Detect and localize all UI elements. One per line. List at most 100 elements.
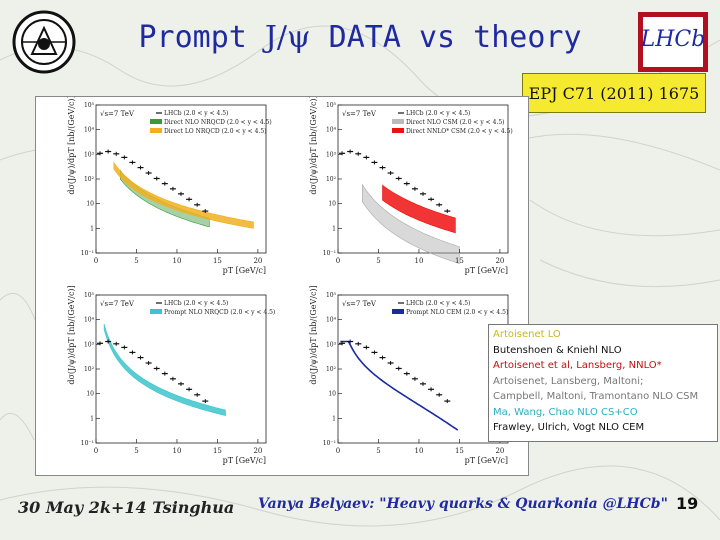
y-tick-label: 10⁻¹ xyxy=(323,250,336,257)
theory-band xyxy=(103,323,226,416)
y-tick-label: 10⁵ xyxy=(84,102,95,109)
y-tick-label: 10⁴ xyxy=(84,317,95,324)
x-tick-label: 5 xyxy=(376,447,380,455)
panel-frame xyxy=(95,294,267,444)
theory-curve xyxy=(340,340,459,431)
x-tick-label: 10 xyxy=(172,257,181,265)
y-tick-label: 10³ xyxy=(326,341,337,348)
y-tick-label: 10 xyxy=(328,201,336,208)
y-tick-label: 10 xyxy=(86,201,94,208)
legend-entry: Prompt NLO NRQCD (2.0 < y < 4.5) xyxy=(164,309,275,316)
y-tick-label: 10⁵ xyxy=(326,292,337,299)
footer-date: 30 May 2k+14 Tsinghua xyxy=(18,498,235,517)
legend-entry: LHCb (2.0 < y < 4.5) xyxy=(406,300,470,307)
y-tick-label: 10³ xyxy=(84,151,95,158)
lhcb-logo: LHCb xyxy=(638,12,708,72)
x-tick-label: 5 xyxy=(134,257,138,265)
x-tick-label: 10 xyxy=(414,257,423,265)
y-tick-label: 10² xyxy=(84,366,95,373)
legend-entry: Direct LO NRQCD (2.0 < y < 4.5) xyxy=(164,128,266,135)
x-tick-label: 20 xyxy=(253,257,262,265)
x-tick-label: 15 xyxy=(455,447,464,455)
y-tick-label: 10⁵ xyxy=(326,102,337,109)
energy-label: √s=7 TeV xyxy=(342,300,377,308)
y-tick-label: 10³ xyxy=(326,151,337,158)
footer-author: Vanya Belyaev: "Heavy quarks & Quarkonia… xyxy=(258,496,668,512)
y-tick-label: 10 xyxy=(86,391,94,398)
x-tick-label: 5 xyxy=(376,257,380,265)
theory-legend: Artoisenet LO Butenshoen & Kniehl NLO Arto… xyxy=(488,324,718,442)
y-tick-label: 10⁻¹ xyxy=(81,440,94,447)
page-number: 19 xyxy=(676,494,699,513)
lhcb-logo-text: LHCb xyxy=(640,27,706,52)
y-tick-label: 10² xyxy=(326,176,337,183)
legend-swatch xyxy=(150,128,162,133)
x-tick-label: 5 xyxy=(134,447,138,455)
x-tick-label: 20 xyxy=(253,447,262,455)
legend-entry: Direct NNLO* CSM (2.0 < y < 4.5) xyxy=(406,128,513,135)
theory-legend-item: Artoisenet et al, Lansberg, NNLO* xyxy=(493,360,662,371)
legend-entry: Direct NLO CSM (2.0 < y < 4.5) xyxy=(406,119,504,126)
legend-swatch xyxy=(150,309,162,314)
x-tick-label: 0 xyxy=(336,447,340,455)
legend-swatch xyxy=(392,119,404,124)
x-tick-label: 15 xyxy=(213,257,222,265)
x-axis-label: pT [GeV/c] xyxy=(465,266,508,275)
legend-swatch xyxy=(150,119,162,124)
x-tick-label: 15 xyxy=(455,257,464,265)
x-tick-label: 20 xyxy=(495,257,504,265)
y-axis-label: dσ(J/ψ)/dpT [nb/(GeV/c)] xyxy=(67,96,76,195)
theory-band xyxy=(113,161,254,229)
legend-entry: LHCb (2.0 < y < 4.5) xyxy=(164,300,228,307)
theory-legend-item: Artoisenet, Lansberg, Maltoni; xyxy=(493,375,644,387)
legend-swatch xyxy=(392,309,404,314)
legend-entry: Direct NLO NRQCD (2.0 < y < 4.5) xyxy=(164,119,272,126)
theory-legend-item: Campbell, Maltoni, Tramontano NLO CSM xyxy=(493,391,699,402)
y-tick-label: 10 xyxy=(328,391,336,398)
legend-swatch xyxy=(392,128,404,133)
x-tick-label: 10 xyxy=(414,447,423,455)
y-tick-label: 1 xyxy=(332,415,336,422)
y-tick-label: 10⁵ xyxy=(84,292,95,299)
theory-legend-item: Artoisenet LO xyxy=(493,329,561,340)
reference-badge: EPJ C71 (2011) 1675 xyxy=(522,73,706,113)
x-tick-label: 10 xyxy=(172,447,181,455)
y-axis-label: dσ(J/ψ)/dpT [nb/(GeV/c)] xyxy=(309,285,318,384)
x-tick-label: 0 xyxy=(94,447,98,455)
x-axis-label: pT [GeV/c] xyxy=(223,266,266,275)
theory-band xyxy=(362,183,460,265)
x-tick-label: 20 xyxy=(495,447,504,455)
y-axis-label: dσ(J/ψ)/dpT [nb/(GeV/c)] xyxy=(67,285,76,384)
x-tick-label: 0 xyxy=(336,257,340,265)
theory-legend-item: Ma, Wang, Chao NLO CS+CO xyxy=(493,406,638,418)
energy-label: √s=7 TeV xyxy=(100,110,135,118)
theory-band xyxy=(382,184,456,234)
y-tick-label: 10⁻¹ xyxy=(323,440,336,447)
energy-label: √s=7 TeV xyxy=(100,300,135,308)
legend-entry: Prompt NLO CEM (2.0 < y < 4.5) xyxy=(406,309,508,316)
theory-legend-item: Frawley, Ulrich, Vogt NLO CEM xyxy=(493,422,645,433)
panel-frame xyxy=(337,294,509,444)
university-logo xyxy=(12,10,76,74)
legend-entry: LHCb (2.0 < y < 4.5) xyxy=(164,110,228,117)
y-axis-label: dσ(J/ψ)/dpT [nb/(GeV/c)] xyxy=(309,96,318,195)
y-tick-label: 1 xyxy=(90,225,94,232)
x-axis-label: pT [GeV/c] xyxy=(223,456,266,465)
y-tick-label: 10² xyxy=(84,176,95,183)
legend-entry: LHCb (2.0 < y < 4.5) xyxy=(406,110,470,117)
y-tick-label: 1 xyxy=(90,415,94,422)
theory-legend-item: Butenshoen & Kniehl NLO xyxy=(493,344,622,356)
slide-title: Prompt J/ψ DATA vs theory xyxy=(138,20,582,55)
y-tick-label: 10⁴ xyxy=(326,317,337,324)
energy-label: √s=7 TeV xyxy=(342,110,377,118)
x-tick-label: 15 xyxy=(213,447,222,455)
y-tick-label: 10⁴ xyxy=(84,127,95,134)
y-tick-label: 10² xyxy=(326,366,337,373)
y-tick-label: 10³ xyxy=(84,341,95,348)
y-tick-label: 10⁴ xyxy=(326,127,337,134)
y-tick-label: 1 xyxy=(332,225,336,232)
panel-frame xyxy=(337,104,509,254)
x-axis-label: pT [GeV/c] xyxy=(465,456,508,465)
x-tick-label: 0 xyxy=(94,257,98,265)
